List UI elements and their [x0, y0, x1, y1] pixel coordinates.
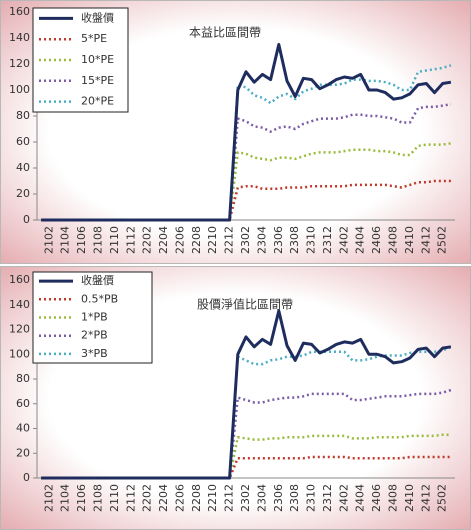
legend-label: 2*PB: [81, 329, 108, 342]
y-tick-label: 0: [23, 471, 30, 484]
legend-label: 20*PE: [81, 95, 114, 108]
legend-box: [32, 271, 153, 364]
y-tick-label: 160: [9, 5, 30, 18]
x-tick-label: 2202: [141, 226, 154, 254]
x-tick-label: 2104: [59, 484, 72, 512]
series-line: [41, 43, 452, 222]
legend-label: 10*PE: [81, 53, 114, 66]
x-tick-label: 2306: [272, 226, 285, 254]
x-tick-label: 2206: [173, 484, 186, 512]
x-tick-label: 2108: [91, 484, 104, 512]
x-tick-label: 2408: [387, 484, 400, 512]
x-tick-label: 2408: [387, 226, 400, 254]
y-tick-label: 40: [16, 422, 30, 435]
y-tick-label: 60: [16, 135, 30, 148]
x-tick-label: 2302: [239, 484, 252, 512]
y-tick-label: 120: [9, 323, 30, 336]
y-tick-label: 60: [16, 397, 30, 410]
x-tick-label: 2210: [206, 226, 219, 254]
y-tick-label: 40: [16, 161, 30, 174]
x-tick-label: 2204: [157, 484, 170, 512]
x-tick-label: 2308: [288, 226, 301, 254]
legend-label: 3*PB: [81, 347, 108, 360]
x-tick-label: 2406: [370, 484, 383, 512]
legend-label: 15*PE: [81, 74, 114, 87]
x-tick-label: 2106: [75, 484, 88, 512]
y-tick-label: 140: [9, 298, 30, 311]
legend-label: 0.5*PB: [81, 292, 118, 305]
y-tick-label: 20: [16, 187, 30, 200]
y-tick-label: 140: [9, 31, 30, 44]
x-tick-label: 2106: [75, 226, 88, 254]
x-tick-label: 2406: [370, 226, 383, 254]
x-tick-label: 2304: [255, 484, 268, 512]
legend-label: 5*PE: [81, 32, 107, 45]
legend: 收盤價 0.5*PB 1*PB 2*PB 3*PB: [32, 271, 153, 364]
x-tick-label: 2304: [255, 226, 268, 254]
series-line: [41, 179, 451, 222]
chart-title: 股價淨值比區間帶: [197, 297, 293, 312]
x-tick-label: 2204: [157, 226, 170, 254]
legend-label: 收盤價: [81, 10, 114, 24]
series-line: [41, 309, 452, 480]
x-tick-label: 2312: [321, 484, 334, 512]
x-tick-label: 2412: [419, 226, 432, 254]
x-tick-label: 2112: [124, 226, 137, 254]
legend-box: [32, 7, 129, 113]
x-tick-label: 2402: [337, 484, 350, 512]
x-tick-label: 2208: [190, 226, 203, 254]
x-tick-label: 2206: [173, 226, 186, 254]
x-tick-label: 2212: [223, 226, 236, 254]
legend: 收盤價 5*PE 10*PE 15*PE 20*PE: [32, 7, 129, 113]
x-tick-label: 2302: [239, 226, 252, 254]
x-tick-label: 2404: [354, 226, 367, 254]
x-tick-label: 2404: [354, 484, 367, 512]
y-tick-label: 0: [23, 213, 30, 226]
x-tick-label: 2112: [124, 484, 137, 512]
x-tick-label: 2502: [436, 226, 449, 254]
x-tick-label: 2104: [59, 226, 72, 254]
y-tick-label: 120: [9, 57, 30, 70]
y-tick-label: 20: [16, 446, 30, 459]
x-tick-label: 2310: [305, 226, 318, 254]
x-tick-label: 2212: [223, 484, 236, 512]
x-tick-label: 2110: [108, 226, 121, 254]
x-tick-label: 2502: [436, 484, 449, 512]
legend-label: 收盤價: [81, 273, 114, 287]
x-tick-label: 2412: [419, 484, 432, 512]
legend-label: 1*PB: [81, 311, 108, 324]
x-tick-label: 2410: [403, 484, 416, 512]
x-tick-label: 2402: [337, 226, 350, 254]
x-tick-label: 2310: [305, 484, 318, 512]
x-tick-label: 2208: [190, 484, 203, 512]
x-tick-label: 2210: [206, 484, 219, 512]
x-tick-label: 2410: [403, 226, 416, 254]
y-tick-label: 160: [9, 273, 30, 286]
x-tick-label: 2110: [108, 484, 121, 512]
x-tick-label: 2312: [321, 226, 334, 254]
x-tick-label: 2102: [42, 484, 55, 512]
series-line: [41, 433, 451, 480]
x-tick-label: 2306: [272, 484, 285, 512]
x-tick-label: 2202: [141, 484, 154, 512]
x-tick-label: 2108: [91, 226, 104, 254]
x-tick-label: 2102: [42, 226, 55, 254]
y-tick-label: 80: [16, 109, 30, 122]
y-tick-label: 100: [9, 347, 30, 360]
chart-title: 本益比區間帶: [189, 26, 261, 40]
y-tick-label: 80: [16, 372, 30, 385]
y-tick-label: 100: [9, 83, 30, 96]
x-tick-label: 2308: [288, 484, 301, 512]
